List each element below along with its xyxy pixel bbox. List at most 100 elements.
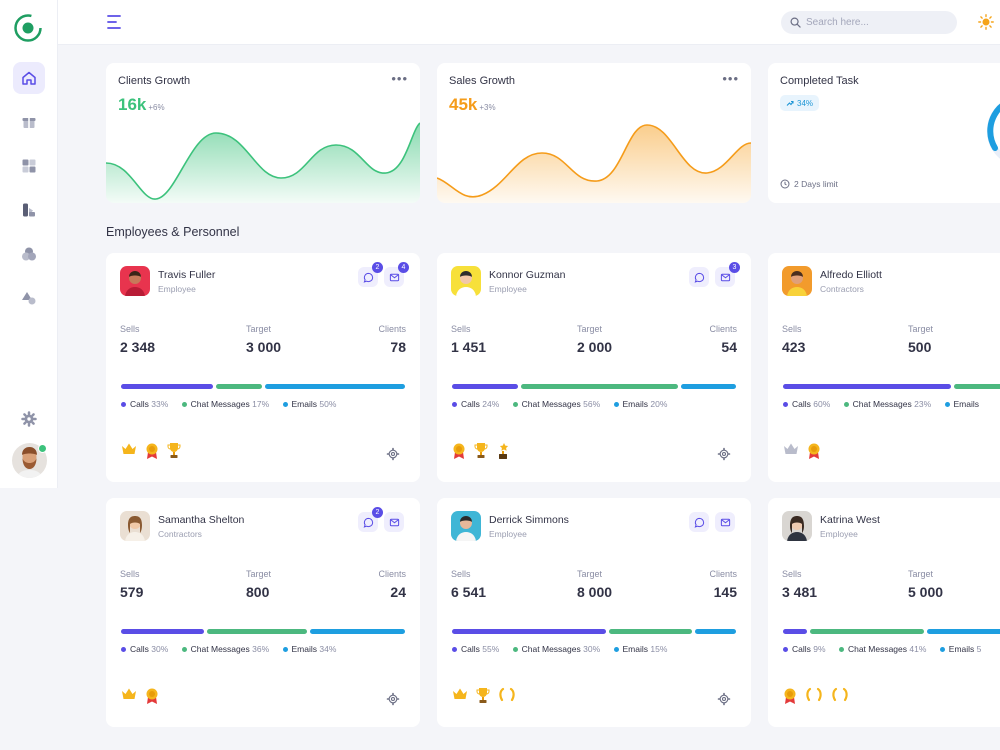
- target-value: 8 000: [577, 584, 613, 600]
- calls-pct: 24%: [482, 399, 500, 409]
- employee-name[interactable]: Katrina West: [820, 514, 880, 526]
- sells-label: Sells: [120, 569, 140, 579]
- employee-avatar[interactable]: [451, 511, 481, 541]
- settings-icon[interactable]: [386, 447, 400, 461]
- target-value: 800: [246, 584, 270, 600]
- trophy-icon: [167, 443, 181, 458]
- emails-legend-label: Emails: [948, 644, 975, 654]
- mail-icon: [720, 518, 730, 526]
- nav-groups[interactable]: [13, 238, 45, 270]
- awards: [783, 687, 849, 705]
- mail-button[interactable]: [384, 512, 404, 532]
- mail-button[interactable]: [715, 512, 735, 532]
- palette-icon: [23, 203, 35, 217]
- nav-home[interactable]: [13, 62, 45, 94]
- mail-button[interactable]: 4: [384, 262, 409, 287]
- more-options-icon[interactable]: •••: [722, 71, 739, 86]
- employee-avatar[interactable]: [120, 266, 150, 296]
- employee-card: Konnor Guzman Employee 3 Sells 1 451 Tar…: [437, 253, 751, 482]
- clients-label: Clients: [709, 324, 737, 334]
- employee-name[interactable]: Samantha Shelton: [158, 514, 245, 526]
- employee-avatar[interactable]: [120, 511, 150, 541]
- nav-settings[interactable]: [13, 403, 45, 435]
- stat-title: Sales Growth: [449, 75, 516, 87]
- chat-segment: [609, 629, 692, 634]
- employee-name[interactable]: Derrick Simmons: [489, 514, 569, 526]
- calls-pct: 9%: [813, 644, 826, 654]
- settings-icon[interactable]: [717, 692, 731, 706]
- chat-legend-label: Chat Messages: [847, 644, 908, 654]
- mail-icon: [389, 273, 399, 281]
- calls-legend-label: Calls: [792, 644, 811, 654]
- awards: [452, 442, 510, 460]
- nav-shapes[interactable]: [13, 282, 45, 314]
- chat-legend-label: Chat Messages: [852, 399, 912, 409]
- awards: [783, 442, 821, 460]
- employee-avatar[interactable]: [782, 266, 812, 296]
- awards: [121, 687, 159, 705]
- mail-button[interactable]: 3: [715, 262, 740, 287]
- grid-icon: [22, 159, 36, 173]
- employee-name[interactable]: Travis Fuller: [158, 269, 216, 281]
- settings-icon[interactable]: [386, 692, 400, 706]
- circles-icon: [22, 247, 36, 261]
- search-box[interactable]: [781, 11, 957, 34]
- task-badge-value: 34%: [797, 98, 814, 108]
- target-value: 2 000: [577, 339, 613, 355]
- nav-dashboard[interactable]: [13, 150, 45, 182]
- more-options-icon[interactable]: •••: [391, 71, 408, 86]
- chat-segment: [207, 629, 307, 634]
- emails-legend-label: Emails: [622, 399, 649, 409]
- shapes-icon: [22, 292, 36, 305]
- clients-value: 54: [721, 339, 737, 355]
- crown-icon: [122, 443, 136, 454]
- task-limit: 2 Days limit: [780, 179, 838, 189]
- chat-legend-label: Chat Messages: [521, 399, 581, 409]
- menu-icon[interactable]: [106, 13, 124, 31]
- employee-card: Derrick Simmons Employee Sells 6 541 Tar…: [437, 498, 751, 727]
- nav-palette[interactable]: [13, 194, 45, 226]
- employee-avatar[interactable]: [782, 511, 812, 541]
- logo-icon[interactable]: [13, 13, 43, 43]
- calls-segment: [121, 629, 204, 634]
- clients-label: Clients: [378, 324, 406, 334]
- calls-legend-label: Calls: [130, 399, 149, 409]
- chat-pct: 23%: [914, 399, 932, 409]
- chat-pct: 41%: [909, 644, 927, 654]
- chat-pct: 30%: [583, 644, 601, 654]
- user-avatar[interactable]: [12, 443, 47, 478]
- trophy-icon: [474, 443, 488, 458]
- emails-segment: [265, 384, 405, 389]
- chat-button[interactable]: 2: [358, 507, 383, 532]
- sun-icon[interactable]: [978, 14, 994, 30]
- employee-role: Employee: [489, 284, 527, 294]
- nav-gift[interactable]: [13, 106, 45, 138]
- search-input[interactable]: [806, 17, 946, 28]
- calls-pct: 55%: [482, 644, 500, 654]
- emails-legend-label: Emails: [291, 399, 318, 409]
- mail-icon: [720, 273, 730, 281]
- employee-name[interactable]: Alfredo Elliott: [820, 269, 882, 281]
- sells-value: 3 481: [782, 584, 818, 600]
- avatar-image: [12, 443, 47, 478]
- activity-legend: Calls 60% Chat Messages 23% Emails: [782, 399, 989, 409]
- stat-change: +3%: [479, 103, 496, 112]
- crown-icon: [453, 688, 467, 699]
- chat-count-badge: 2: [372, 262, 383, 273]
- employee-card: Katrina West Employee Sells 3 481 Target…: [768, 498, 1000, 727]
- chat-button[interactable]: [689, 512, 709, 532]
- chat-segment: [954, 384, 1000, 389]
- sells-label: Sells: [451, 569, 471, 579]
- chat-legend-label: Chat Messages: [190, 644, 250, 654]
- target-value: 500: [908, 339, 932, 355]
- chat-button[interactable]: [689, 267, 709, 287]
- employee-avatar[interactable]: [451, 266, 481, 296]
- employee-role: Employee: [158, 284, 196, 294]
- employee-name[interactable]: Konnor Guzman: [489, 269, 566, 281]
- settings-icon[interactable]: [717, 447, 731, 461]
- target-label: Target: [577, 324, 603, 334]
- employee-role: Contractors: [158, 529, 202, 539]
- chat-button[interactable]: 2: [358, 262, 383, 287]
- trophy-icon: [476, 688, 490, 703]
- chat-pct: 56%: [583, 399, 601, 409]
